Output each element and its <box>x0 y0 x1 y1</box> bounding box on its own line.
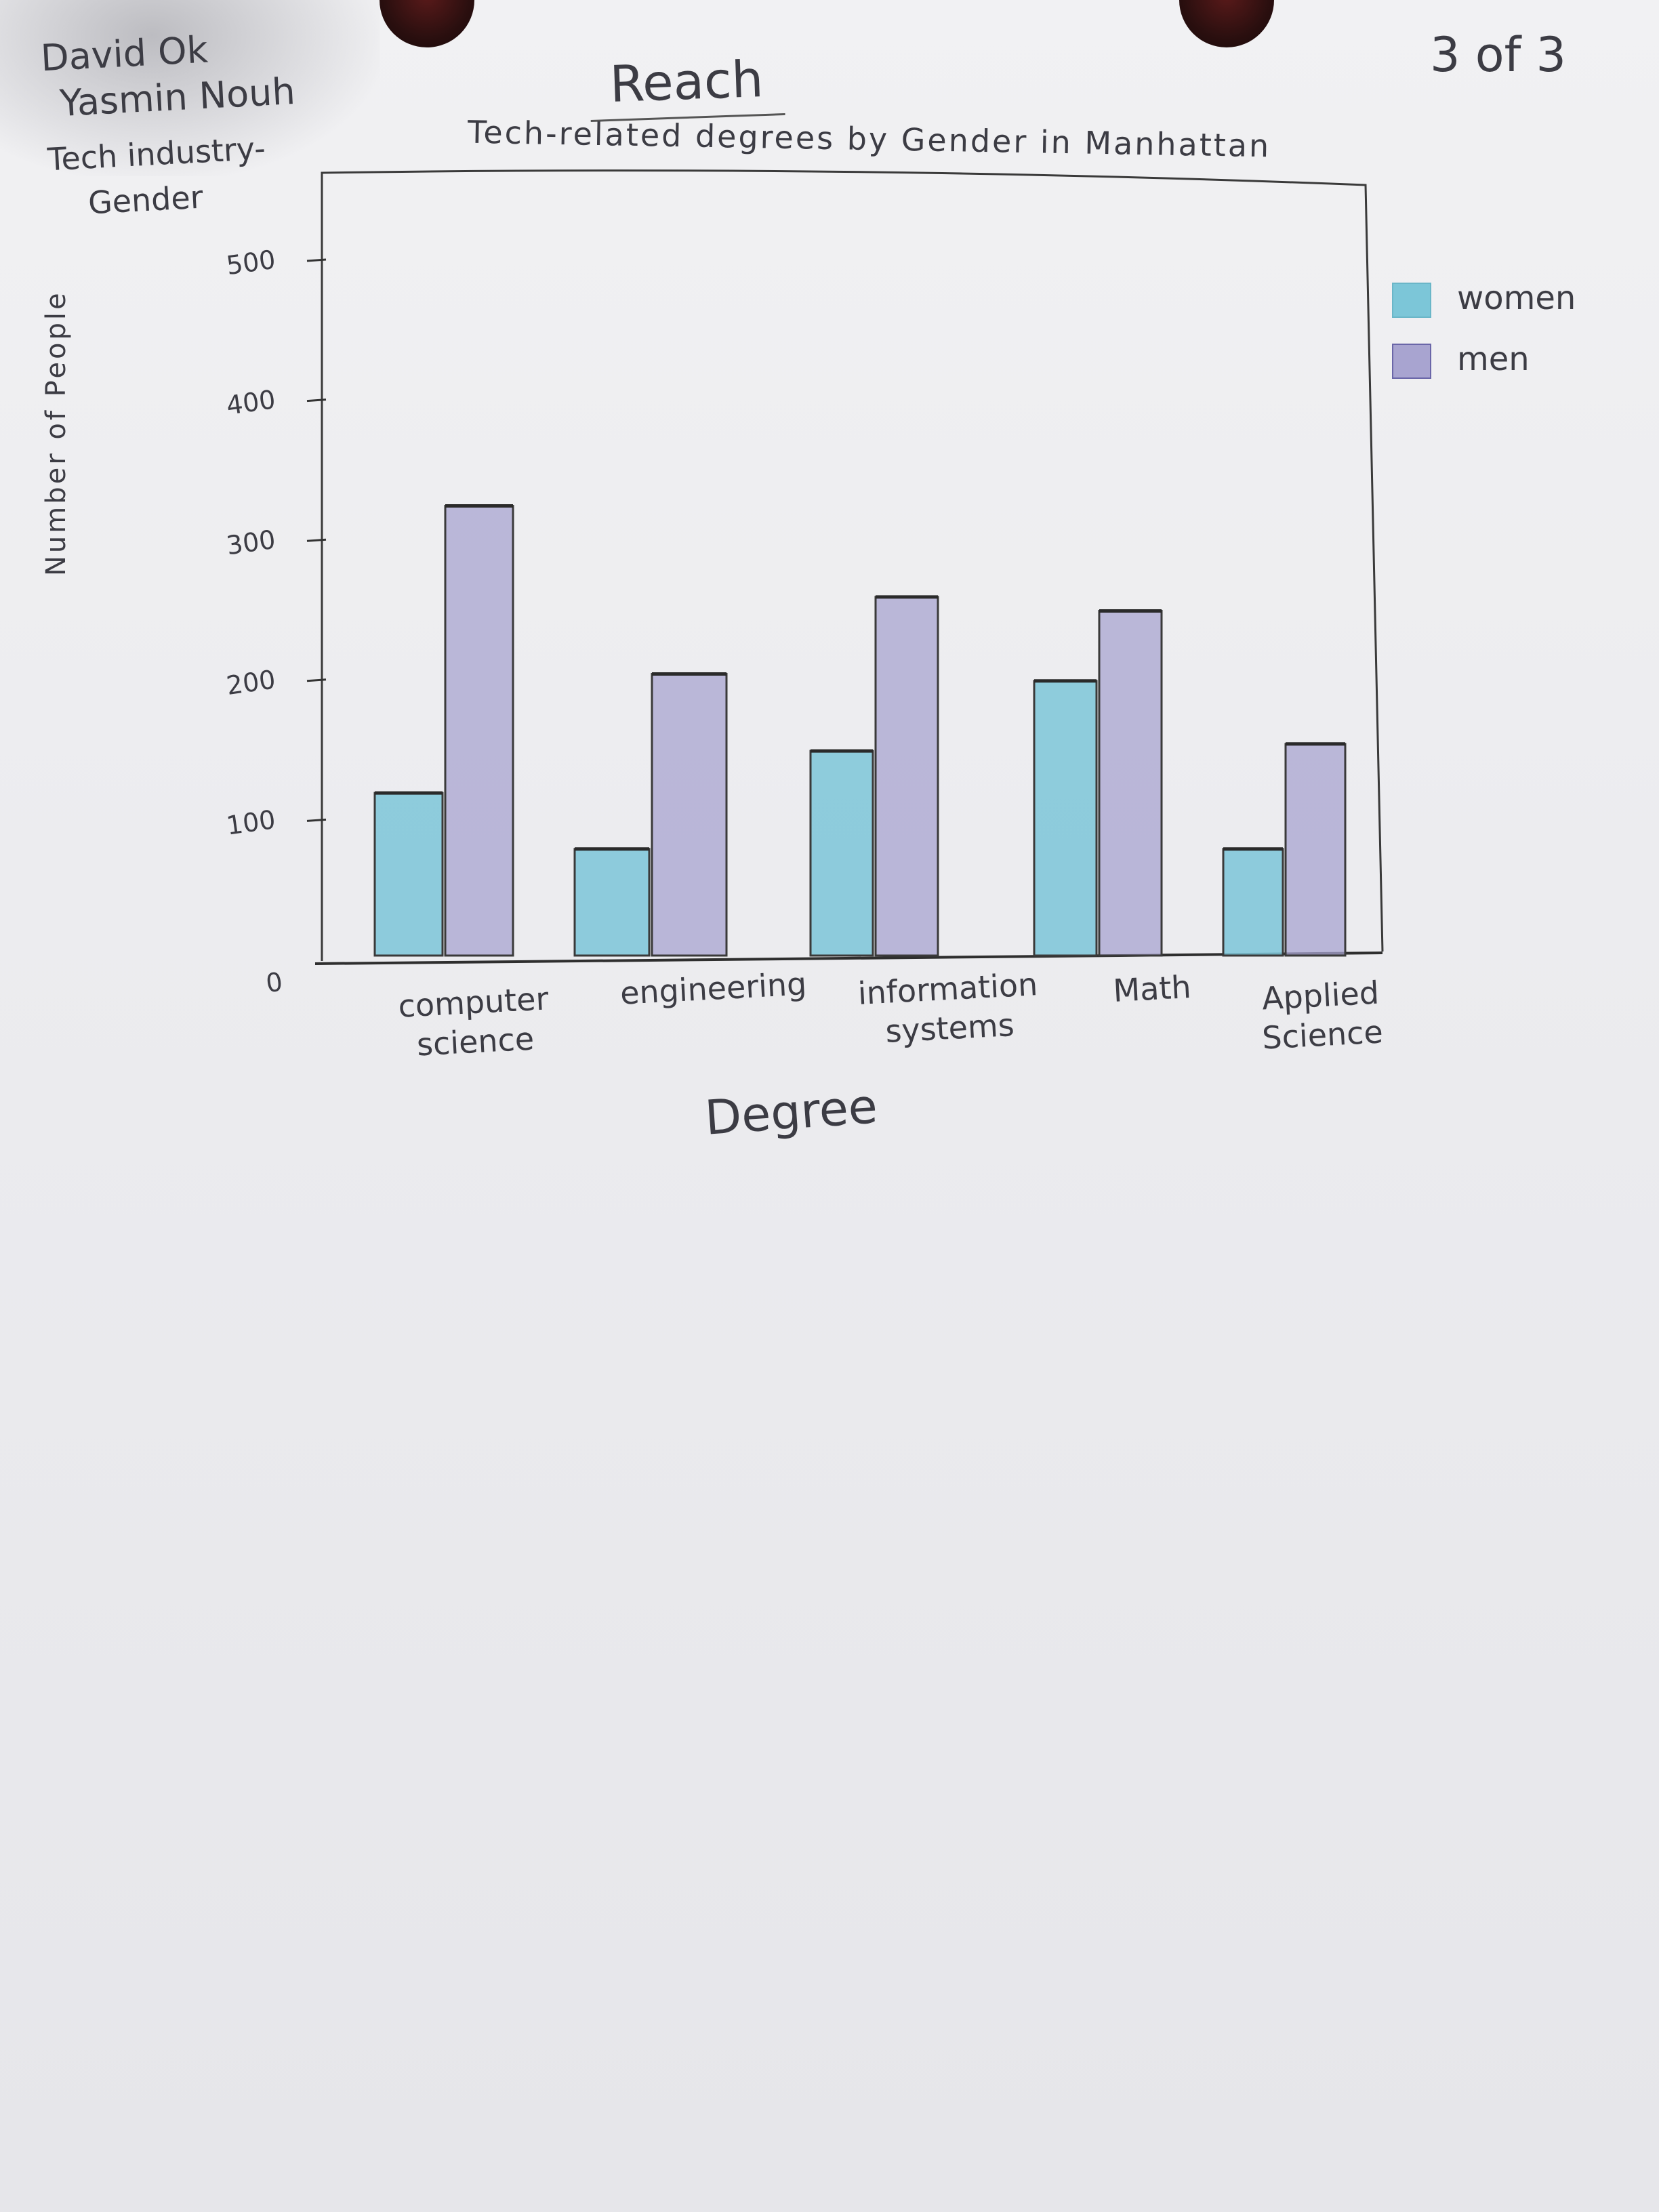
bar-men <box>874 596 939 957</box>
bar-men <box>1098 610 1163 957</box>
y-tick <box>306 258 327 262</box>
legend-swatch-men <box>1392 344 1431 379</box>
bar-women <box>573 848 651 957</box>
x-axis-line <box>314 951 1383 965</box>
x-tick-label: Applied Science <box>1261 974 1384 1057</box>
y-tick-label: 400 <box>224 384 277 421</box>
bar-men <box>1284 743 1347 957</box>
y-tick-label: 300 <box>224 525 277 561</box>
y-tick <box>306 678 327 682</box>
y-tick-label: 0 <box>264 966 285 998</box>
shadow <box>0 0 380 176</box>
x-tick-label: computer science <box>397 980 550 1063</box>
page-number: 3 of 3 <box>1430 27 1567 83</box>
y-tick <box>306 818 327 822</box>
bar-men <box>444 505 514 957</box>
bar-women <box>1033 680 1098 957</box>
y-tick <box>306 398 327 403</box>
bar-women <box>1222 848 1284 957</box>
x-tick-label: information systems <box>857 966 1039 1050</box>
y-axis-label: Number of People <box>41 290 72 576</box>
legend-label-women: women <box>1457 279 1576 317</box>
plot-frame <box>321 169 1384 961</box>
y-tick-label: 100 <box>224 804 277 841</box>
bar-women <box>373 792 444 957</box>
x-tick-label: Math <box>1112 968 1192 1009</box>
y-tick-label: 500 <box>224 245 277 281</box>
legend-label-men: men <box>1457 340 1530 378</box>
y-tick <box>306 538 327 542</box>
bar-women <box>809 750 874 957</box>
legend-swatch-women <box>1392 283 1431 318</box>
y-tick-label: 200 <box>224 664 277 701</box>
bar-men <box>651 672 728 957</box>
